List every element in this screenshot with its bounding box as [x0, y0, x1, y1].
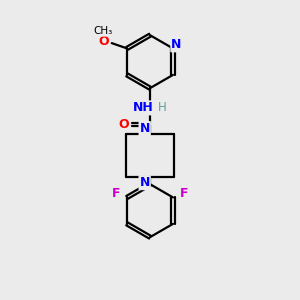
Text: CH₃: CH₃	[94, 26, 113, 36]
Text: N: N	[140, 122, 150, 135]
Text: N: N	[171, 38, 182, 51]
Text: NH: NH	[133, 101, 154, 114]
Text: O: O	[98, 35, 109, 48]
Text: O: O	[118, 118, 129, 131]
Text: N: N	[140, 176, 150, 189]
Text: H: H	[158, 101, 167, 114]
Text: F: F	[112, 188, 120, 200]
Text: F: F	[180, 188, 188, 200]
